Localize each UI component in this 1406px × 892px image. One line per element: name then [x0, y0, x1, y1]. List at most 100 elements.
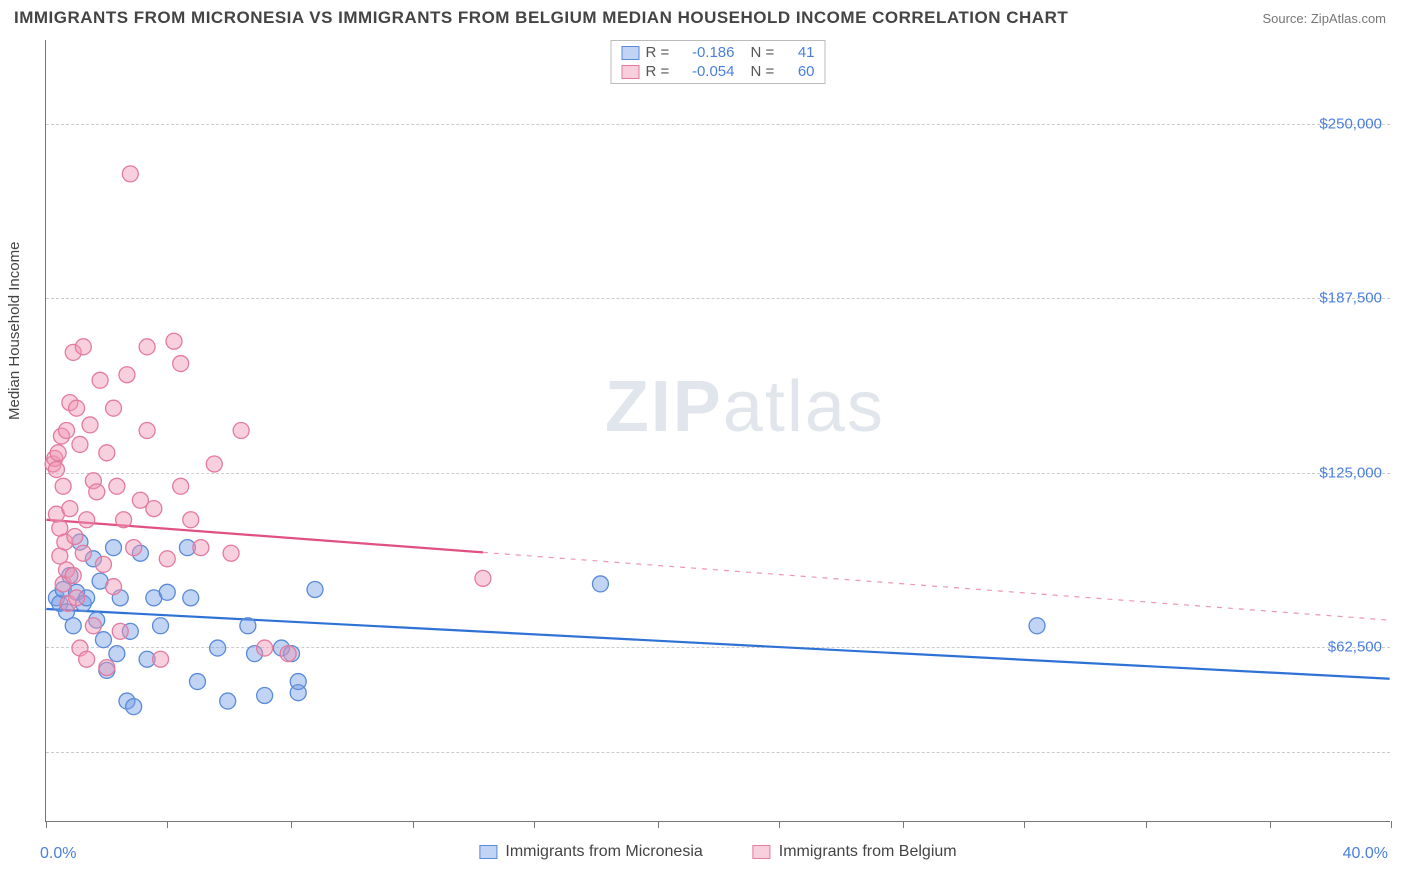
- data-point-belgium: [67, 529, 83, 545]
- data-point-belgium: [139, 423, 155, 439]
- data-point-belgium: [475, 570, 491, 586]
- data-point-belgium: [99, 445, 115, 461]
- chart-plot-area: ZIPatlas $62,500$125,000$187,500$250,000…: [45, 40, 1390, 822]
- data-point-micronesia: [183, 590, 199, 606]
- series-legend-item-belgium: Immigrants from Belgium: [753, 843, 957, 861]
- data-point-micronesia: [290, 674, 306, 690]
- swatch-micronesia: [479, 845, 497, 859]
- data-point-belgium: [146, 501, 162, 517]
- data-point-micronesia: [159, 584, 175, 600]
- x-axis-max-label: 40.0%: [1343, 845, 1388, 863]
- data-point-micronesia: [95, 632, 111, 648]
- data-point-belgium: [75, 545, 91, 561]
- x-axis-min-label: 0.0%: [40, 845, 76, 863]
- data-point-belgium: [153, 651, 169, 667]
- regression-line-belgium-extrapolated: [483, 552, 1390, 620]
- x-tick: [291, 821, 292, 828]
- data-point-belgium: [106, 579, 122, 595]
- series-legend-item-micronesia: Immigrants from Micronesia: [479, 843, 702, 861]
- data-point-belgium: [79, 512, 95, 528]
- data-point-belgium: [183, 512, 199, 528]
- data-point-micronesia: [189, 674, 205, 690]
- data-point-belgium: [122, 166, 138, 182]
- data-point-micronesia: [592, 576, 608, 592]
- swatch-micronesia: [622, 46, 640, 60]
- data-point-belgium: [223, 545, 239, 561]
- r-label: R =: [646, 63, 674, 80]
- data-point-belgium: [89, 484, 105, 500]
- data-point-belgium: [106, 400, 122, 416]
- data-point-belgium: [139, 339, 155, 355]
- x-tick: [46, 821, 47, 828]
- data-point-belgium: [99, 660, 115, 676]
- correlation-legend: R = -0.186 N = 41 R = -0.054 N = 60: [611, 40, 826, 84]
- corr-legend-row-belgium: R = -0.054 N = 60: [612, 62, 825, 81]
- data-point-micronesia: [220, 693, 236, 709]
- data-point-belgium: [116, 512, 132, 528]
- data-point-belgium: [85, 618, 101, 634]
- data-point-micronesia: [126, 699, 142, 715]
- x-tick: [1270, 821, 1271, 828]
- x-tick: [779, 821, 780, 828]
- x-tick: [1391, 821, 1392, 828]
- x-tick: [658, 821, 659, 828]
- data-point-belgium: [48, 462, 64, 478]
- r-label: R =: [646, 44, 674, 61]
- n-label: N =: [751, 44, 779, 61]
- y-axis-label: Median Household Income: [6, 242, 23, 420]
- x-tick: [903, 821, 904, 828]
- x-tick: [534, 821, 535, 828]
- n-label: N =: [751, 63, 779, 80]
- data-point-belgium: [82, 417, 98, 433]
- n-value-micronesia: 41: [785, 44, 815, 61]
- series-label-micronesia: Immigrants from Micronesia: [505, 843, 702, 861]
- data-point-belgium: [119, 367, 135, 383]
- corr-legend-row-micronesia: R = -0.186 N = 41: [612, 43, 825, 62]
- chart-title: IMMIGRANTS FROM MICRONESIA VS IMMIGRANTS…: [14, 8, 1068, 28]
- x-tick: [413, 821, 414, 828]
- r-value-belgium: -0.054: [680, 63, 735, 80]
- data-point-belgium: [193, 540, 209, 556]
- data-point-belgium: [126, 540, 142, 556]
- data-point-belgium: [280, 646, 296, 662]
- data-point-belgium: [69, 400, 85, 416]
- data-point-micronesia: [153, 618, 169, 634]
- data-point-belgium: [92, 372, 108, 388]
- data-point-micronesia: [106, 540, 122, 556]
- swatch-belgium: [753, 845, 771, 859]
- data-point-belgium: [62, 501, 78, 517]
- data-point-belgium: [59, 423, 75, 439]
- r-value-micronesia: -0.186: [680, 44, 735, 61]
- swatch-belgium: [622, 65, 640, 79]
- data-point-micronesia: [210, 640, 226, 656]
- data-point-belgium: [206, 456, 222, 472]
- x-tick: [1024, 821, 1025, 828]
- data-point-belgium: [159, 551, 175, 567]
- series-legend: Immigrants from Micronesia Immigrants fro…: [479, 843, 956, 861]
- data-point-micronesia: [307, 581, 323, 597]
- data-point-micronesia: [65, 618, 81, 634]
- source-label: Source: ZipAtlas.com: [1262, 11, 1386, 26]
- data-point-micronesia: [109, 646, 125, 662]
- data-point-belgium: [69, 590, 85, 606]
- data-point-belgium: [112, 623, 128, 639]
- scatter-svg: [46, 40, 1390, 821]
- data-point-belgium: [55, 478, 71, 494]
- x-tick: [1146, 821, 1147, 828]
- data-point-belgium: [72, 436, 88, 452]
- data-point-belgium: [95, 556, 111, 572]
- n-value-belgium: 60: [785, 63, 815, 80]
- data-point-belgium: [166, 333, 182, 349]
- data-point-micronesia: [1029, 618, 1045, 634]
- data-point-belgium: [65, 568, 81, 584]
- data-point-micronesia: [240, 618, 256, 634]
- data-point-belgium: [257, 640, 273, 656]
- data-point-belgium: [173, 478, 189, 494]
- x-tick: [167, 821, 168, 828]
- series-label-belgium: Immigrants from Belgium: [779, 843, 957, 861]
- data-point-micronesia: [257, 687, 273, 703]
- data-point-belgium: [233, 423, 249, 439]
- data-point-belgium: [79, 651, 95, 667]
- data-point-belgium: [173, 356, 189, 372]
- data-point-belgium: [75, 339, 91, 355]
